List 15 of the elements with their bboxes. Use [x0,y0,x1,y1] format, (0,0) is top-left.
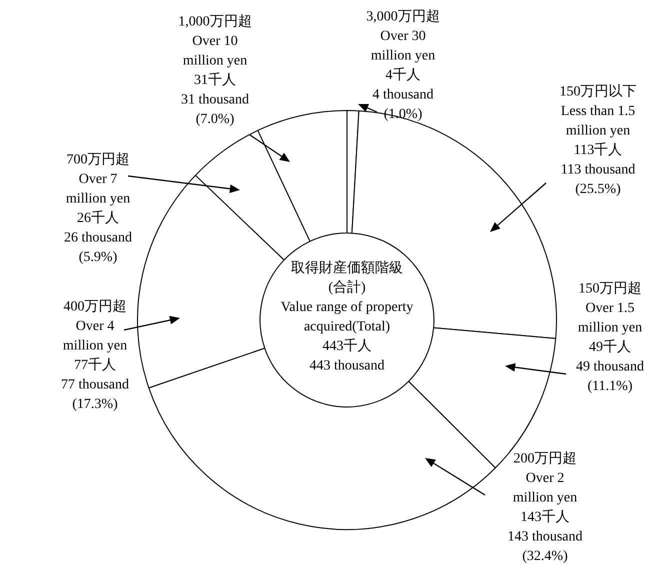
slice-label: 1,000万円超 Over 10 million yen [178,14,252,69]
data-label: 113千人 113 thousand (25.5%) [560,142,636,198]
data-label: 26千人 26 thousand (5.9%) [64,210,132,266]
data-label: 143千人 143 thousand (32.4%) [507,509,583,564]
slice-label: 200万円超 Over 2 million yen [512,450,578,506]
slice-label: 400万円超 Over 4 million yen [62,298,128,354]
data-label: 31千人 31 thousand (7.0%) [180,72,250,128]
data-label: 77千人 77 thousand (17.3%) [60,357,130,412]
data-label: 49千人 49 thousand (11.1%) [576,339,644,394]
slice-label: 150万円超 Over 1.5 million yen [578,280,642,336]
data-label: 4千人 4 thousand (1.0%) [372,67,434,122]
text: 取得財産価額階級 (合計) Value range of property acquired(Total) 443千人 443 thousand [280,260,414,374]
slice-label: 150万円以下 Less than 1.5 million yen [560,84,636,139]
slice-label: 3,000万円超 Over 30 million yen [366,8,440,64]
slice-label: 700万円超 Over 7 million yen [66,152,130,207]
